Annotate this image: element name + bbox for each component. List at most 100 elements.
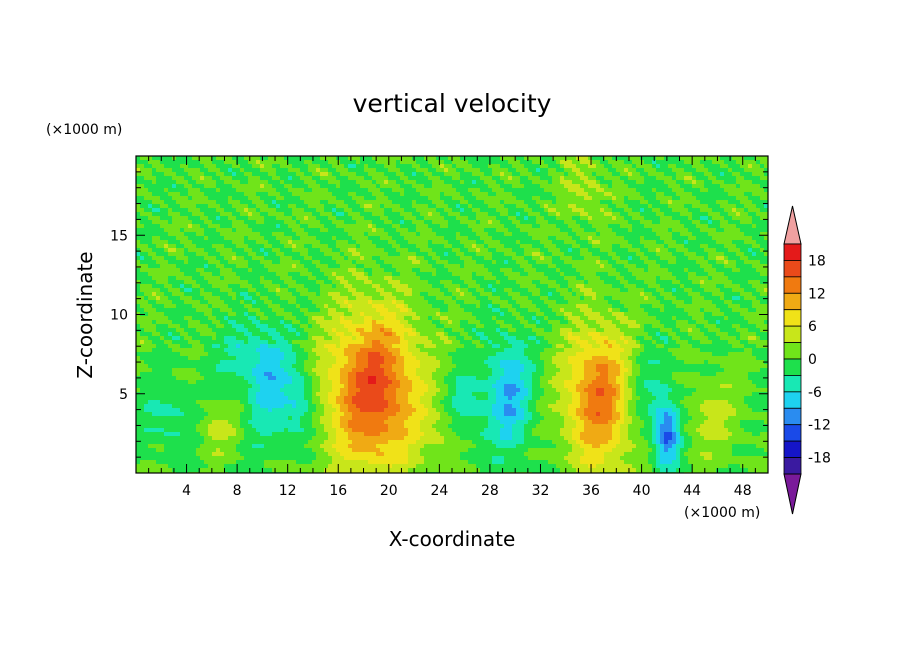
heatmap-cell (472, 224, 476, 228)
heatmap-cell (304, 272, 308, 276)
heatmap-cell (728, 160, 732, 164)
heatmap-cell (516, 196, 520, 200)
heatmap-cell (464, 168, 468, 172)
heatmap-cell (312, 196, 316, 200)
heatmap-cell (756, 268, 760, 272)
heatmap-cell (288, 176, 292, 180)
heatmap-cell (704, 272, 708, 276)
heatmap-cell (676, 200, 680, 204)
heatmap-cell (460, 264, 464, 268)
heatmap-cell (236, 216, 240, 220)
heatmap-cell (304, 268, 308, 272)
heatmap-cell (680, 164, 684, 168)
heatmap-cell (136, 180, 140, 184)
heatmap-cell (756, 216, 760, 220)
heatmap-cell (676, 244, 680, 248)
heatmap-cell (220, 160, 224, 164)
heatmap-cell (136, 216, 140, 220)
heatmap-cell (480, 192, 484, 196)
heatmap-cell (632, 168, 636, 172)
heatmap-cell (536, 212, 540, 216)
heatmap-cell (324, 196, 328, 200)
heatmap-cell (228, 220, 232, 224)
heatmap-cell (404, 196, 408, 200)
heatmap-cell (728, 172, 732, 176)
heatmap-cell (588, 216, 592, 220)
heatmap-cell (424, 272, 428, 276)
heatmap-cell (136, 260, 140, 264)
heatmap-cell (380, 224, 384, 228)
heatmap-cell (276, 196, 280, 200)
heatmap-cell (200, 248, 204, 252)
heatmap-cell (540, 232, 544, 236)
heatmap-cell (380, 212, 384, 216)
heatmap-cell (312, 224, 316, 228)
heatmap-cell (180, 188, 184, 192)
heatmap-cell (436, 260, 440, 264)
heatmap-cell (364, 180, 368, 184)
heatmap-cell (632, 204, 636, 208)
heatmap-cell (556, 176, 560, 180)
heatmap-cell (688, 204, 692, 208)
heatmap-cell (520, 240, 524, 244)
heatmap-cell (160, 276, 164, 280)
heatmap-cell (568, 240, 572, 244)
heatmap-cell (676, 264, 680, 268)
heatmap-cell (624, 160, 628, 164)
heatmap-cell (200, 196, 204, 200)
heatmap-cell (192, 244, 196, 248)
heatmap-cell (576, 196, 580, 200)
heatmap-cell (444, 280, 448, 284)
heatmap-cell (288, 188, 292, 192)
heatmap-cell (340, 236, 344, 240)
heatmap-cell (652, 220, 656, 224)
heatmap-cell (420, 252, 424, 256)
heatmap-cell (252, 236, 256, 240)
heatmap-cell (292, 216, 296, 220)
heatmap-cell (288, 212, 292, 216)
heatmap-cell (140, 192, 144, 196)
heatmap-cell (240, 260, 244, 264)
heatmap-cell (532, 200, 536, 204)
heatmap-cell (576, 172, 580, 176)
heatmap-cell (512, 260, 516, 264)
heatmap-cell (500, 204, 504, 208)
heatmap-cell (468, 228, 472, 232)
heatmap-cell (288, 260, 292, 264)
heatmap-cell (504, 212, 508, 216)
heatmap-cell (416, 236, 420, 240)
heatmap-cell (188, 200, 192, 204)
heatmap-cell (492, 272, 496, 276)
heatmap-cell (752, 260, 756, 264)
heatmap-cell (756, 196, 760, 200)
heatmap-cell (148, 168, 152, 172)
heatmap-cell (164, 236, 168, 240)
heatmap-cell (720, 200, 724, 204)
heatmap-cell (752, 268, 756, 272)
heatmap-cell (740, 260, 744, 264)
heatmap-cell (184, 172, 188, 176)
heatmap-cell (396, 196, 400, 200)
heatmap-cell (756, 208, 760, 212)
heatmap-cell (624, 156, 628, 160)
heatmap-cell (420, 212, 424, 216)
heatmap-cell (620, 244, 624, 248)
heatmap-cell (304, 184, 308, 188)
heatmap-cell (172, 244, 176, 248)
heatmap-cell (428, 172, 432, 176)
heatmap-cell (652, 184, 656, 188)
heatmap-cell (568, 212, 572, 216)
heatmap-cell (256, 156, 260, 160)
heatmap-cell (600, 168, 604, 172)
heatmap-cell (688, 276, 692, 280)
heatmap-cell (444, 208, 448, 212)
heatmap-cell (468, 156, 472, 160)
heatmap-cell (580, 192, 584, 196)
heatmap-cell (704, 236, 708, 240)
heatmap-cell (488, 216, 492, 220)
heatmap-cell (584, 176, 588, 180)
heatmap-cell (588, 168, 592, 172)
heatmap-cell (696, 220, 700, 224)
heatmap-cell (752, 256, 756, 260)
heatmap-cell (280, 280, 284, 284)
